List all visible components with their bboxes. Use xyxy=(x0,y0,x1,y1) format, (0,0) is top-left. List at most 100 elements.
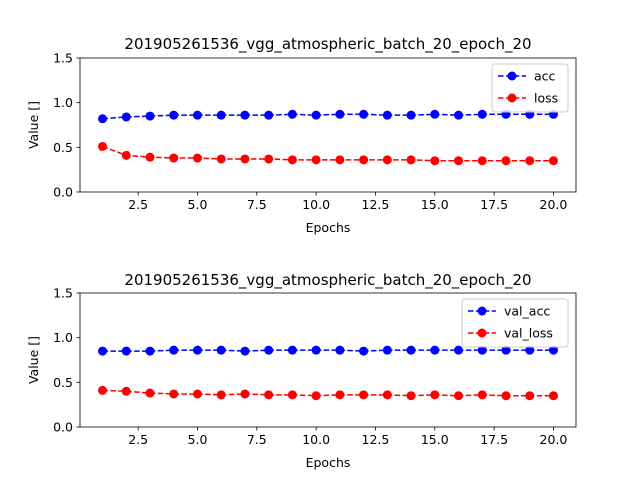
data-point-loss xyxy=(264,154,274,164)
subplot-bottom: 201905261536_vgg_atmospheric_batch_20_ep… xyxy=(26,271,577,470)
data-point-acc xyxy=(430,109,440,119)
data-point-acc xyxy=(454,110,464,120)
data-point-loss xyxy=(382,155,392,165)
data-point-val_acc xyxy=(406,345,416,355)
legend: val_acc val_loss xyxy=(461,298,569,348)
data-point-loss xyxy=(406,155,416,165)
data-point-acc xyxy=(145,111,155,121)
data-point-acc xyxy=(311,110,321,120)
data-point-val_acc xyxy=(240,346,250,356)
x-tick-label: 5.0 xyxy=(188,197,208,212)
data-point-loss xyxy=(216,154,226,164)
x-tick-label: 7.5 xyxy=(247,432,267,447)
legend-label-loss: loss xyxy=(534,91,558,106)
data-point-acc xyxy=(287,109,297,119)
data-point-acc xyxy=(264,110,274,120)
data-point-val_loss xyxy=(311,391,321,401)
data-point-val_loss xyxy=(145,388,155,398)
legend-marker-val_acc xyxy=(477,306,487,316)
x-tick-label: 12.5 xyxy=(362,432,390,447)
data-point-val_loss xyxy=(240,389,250,399)
chart-title: 201905261536_vgg_atmospheric_batch_20_ep… xyxy=(124,35,531,54)
data-point-val_acc xyxy=(382,345,392,355)
data-point-loss xyxy=(501,156,511,166)
data-point-acc xyxy=(121,112,131,122)
data-point-val_acc xyxy=(359,346,369,356)
data-point-val_acc xyxy=(192,345,202,355)
y-tick-label: 1.5 xyxy=(53,286,73,301)
data-point-val_acc xyxy=(264,345,274,355)
legend-label-val_acc: val_acc xyxy=(504,304,550,319)
legend-label-acc: acc xyxy=(534,69,556,84)
data-point-loss xyxy=(192,153,202,163)
y-axis-label: Value [] xyxy=(26,336,41,384)
data-point-val_loss xyxy=(98,385,108,395)
legend-marker-acc xyxy=(507,71,517,81)
legend: acc loss xyxy=(491,63,569,113)
plot-area: 2.5 5.0 7.5 10.0 12.5 15.0 17.5 20.0 0.0 0.5 1.0 1.… xyxy=(53,51,577,212)
data-point-val_acc xyxy=(548,345,558,355)
data-point-val_loss xyxy=(430,390,440,400)
data-point-acc xyxy=(359,109,369,119)
y-tick-label: 0.5 xyxy=(53,140,73,155)
data-point-val_acc xyxy=(335,345,345,355)
x-tick-label: 20.0 xyxy=(540,432,568,447)
data-point-loss xyxy=(454,156,464,166)
y-tick-label: 0.5 xyxy=(53,375,73,390)
data-point-val_acc xyxy=(525,345,535,355)
data-point-acc xyxy=(216,110,226,120)
y-tick-label: 0.0 xyxy=(53,420,73,435)
data-point-loss xyxy=(121,150,131,160)
data-point-val_acc xyxy=(477,345,487,355)
data-point-val_loss xyxy=(264,390,274,400)
legend-label-val_loss: val_loss xyxy=(504,326,553,341)
x-axis-label: Epochs xyxy=(306,455,351,470)
x-tick-label: 5.0 xyxy=(188,432,208,447)
data-point-loss xyxy=(525,156,535,166)
data-point-val_loss xyxy=(548,391,558,401)
data-point-val_loss xyxy=(525,391,535,401)
data-point-acc xyxy=(477,109,487,119)
data-point-acc xyxy=(192,110,202,120)
data-point-loss xyxy=(477,156,487,166)
data-point-val_loss xyxy=(192,389,202,399)
x-tick-label: 15.0 xyxy=(421,432,449,447)
data-point-acc xyxy=(335,109,345,119)
data-point-val_acc xyxy=(98,346,108,356)
y-tick-label: 0.0 xyxy=(53,185,73,200)
data-point-loss xyxy=(311,155,321,165)
data-point-val_loss xyxy=(382,390,392,400)
subplot-top: 201905261536_vgg_atmospheric_batch_20_ep… xyxy=(26,35,577,235)
data-point-acc xyxy=(382,110,392,120)
y-tick-label: 1.0 xyxy=(53,330,73,345)
data-point-loss xyxy=(145,152,155,162)
data-point-val_acc xyxy=(311,345,321,355)
data-point-loss xyxy=(430,156,440,166)
x-tick-label: 17.5 xyxy=(480,432,508,447)
data-point-val_acc xyxy=(430,345,440,355)
x-tick-label: 10.0 xyxy=(302,197,330,212)
data-point-val_loss xyxy=(287,390,297,400)
data-point-val_acc xyxy=(121,346,131,356)
y-axis-label: Value [] xyxy=(26,101,41,149)
data-point-val_acc xyxy=(454,345,464,355)
x-tick-label: 7.5 xyxy=(247,197,267,212)
data-point-val_loss xyxy=(501,391,511,401)
y-tick-label: 1.0 xyxy=(53,95,73,110)
data-point-val_acc xyxy=(169,345,179,355)
data-point-val_loss xyxy=(454,391,464,401)
data-point-val_loss xyxy=(216,390,226,400)
data-point-val_acc xyxy=(501,345,511,355)
data-point-val_loss xyxy=(335,390,345,400)
data-point-val_loss xyxy=(169,389,179,399)
data-point-loss xyxy=(169,153,179,163)
legend-marker-val_loss xyxy=(477,328,487,338)
data-point-val_loss xyxy=(359,390,369,400)
data-point-loss xyxy=(335,155,345,165)
plot-area: 2.5 5.0 7.5 10.0 12.5 15.0 17.5 20.0 0.0 0.5 1.0 1.… xyxy=(53,286,577,447)
data-point-val_loss xyxy=(121,386,131,396)
legend-marker-loss xyxy=(507,93,517,103)
data-point-acc xyxy=(240,110,250,120)
x-tick-label: 20.0 xyxy=(540,197,568,212)
data-point-val_loss xyxy=(477,390,487,400)
